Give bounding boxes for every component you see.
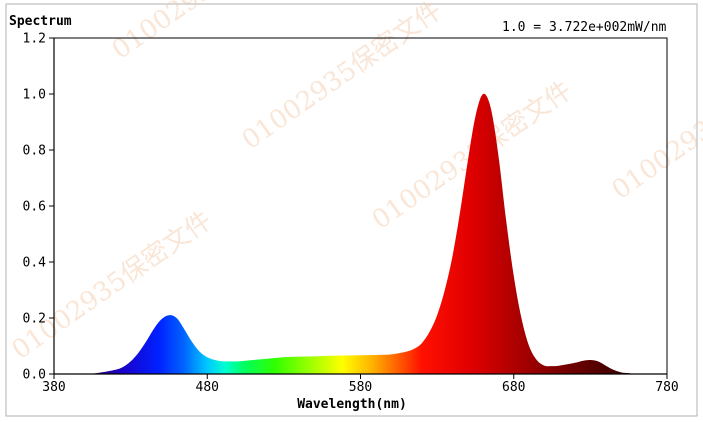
y-tick-label: 0.4 <box>23 256 47 271</box>
scale-annotation: 1.0 = 3.722e+002mW/nm <box>502 20 667 35</box>
x-axis-label: Wavelength(nm) <box>297 397 407 412</box>
y-tick-label: 0.0 <box>23 368 46 383</box>
x-tick-label: 580 <box>349 380 372 395</box>
x-axis-ticks: 380 480 580 680 780 <box>42 374 679 395</box>
y-tick-label: 1.0 <box>23 88 46 103</box>
x-tick-label: 780 <box>655 380 678 395</box>
y-tick-label: 0.2 <box>23 312 46 327</box>
x-tick-label: 680 <box>502 380 525 395</box>
spectrum-curve-area <box>54 93 667 375</box>
y-tick-label: 0.6 <box>23 200 46 215</box>
y-tick-label: 1.2 <box>23 32 46 47</box>
x-tick-label: 380 <box>42 380 65 395</box>
y-tick-label: 0.8 <box>23 144 46 159</box>
y-axis-ticks: 0.0 0.2 0.4 0.6 0.8 1.0 1.2 <box>23 32 54 383</box>
x-tick-label: 480 <box>196 380 219 395</box>
outer-frame <box>5 3 698 417</box>
chart-title: Spectrum <box>9 14 72 29</box>
